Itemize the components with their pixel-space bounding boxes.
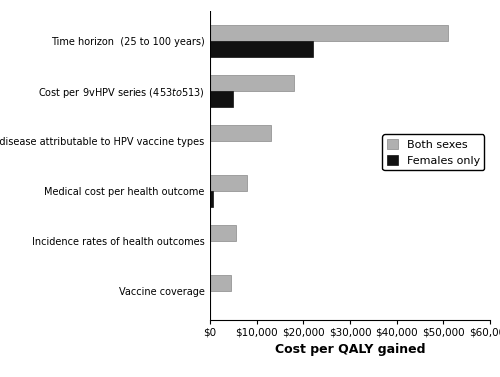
Bar — [210, 175, 248, 191]
Bar — [210, 25, 448, 41]
Bar — [210, 41, 312, 57]
Bar — [210, 191, 214, 207]
Legend: Both sexes, Females only: Both sexes, Females only — [382, 134, 484, 170]
Bar — [210, 225, 236, 241]
X-axis label: Cost per QALY gained: Cost per QALY gained — [275, 343, 425, 356]
Bar — [210, 75, 294, 91]
Bar — [210, 274, 231, 291]
Bar — [210, 125, 270, 141]
Bar — [210, 91, 234, 107]
